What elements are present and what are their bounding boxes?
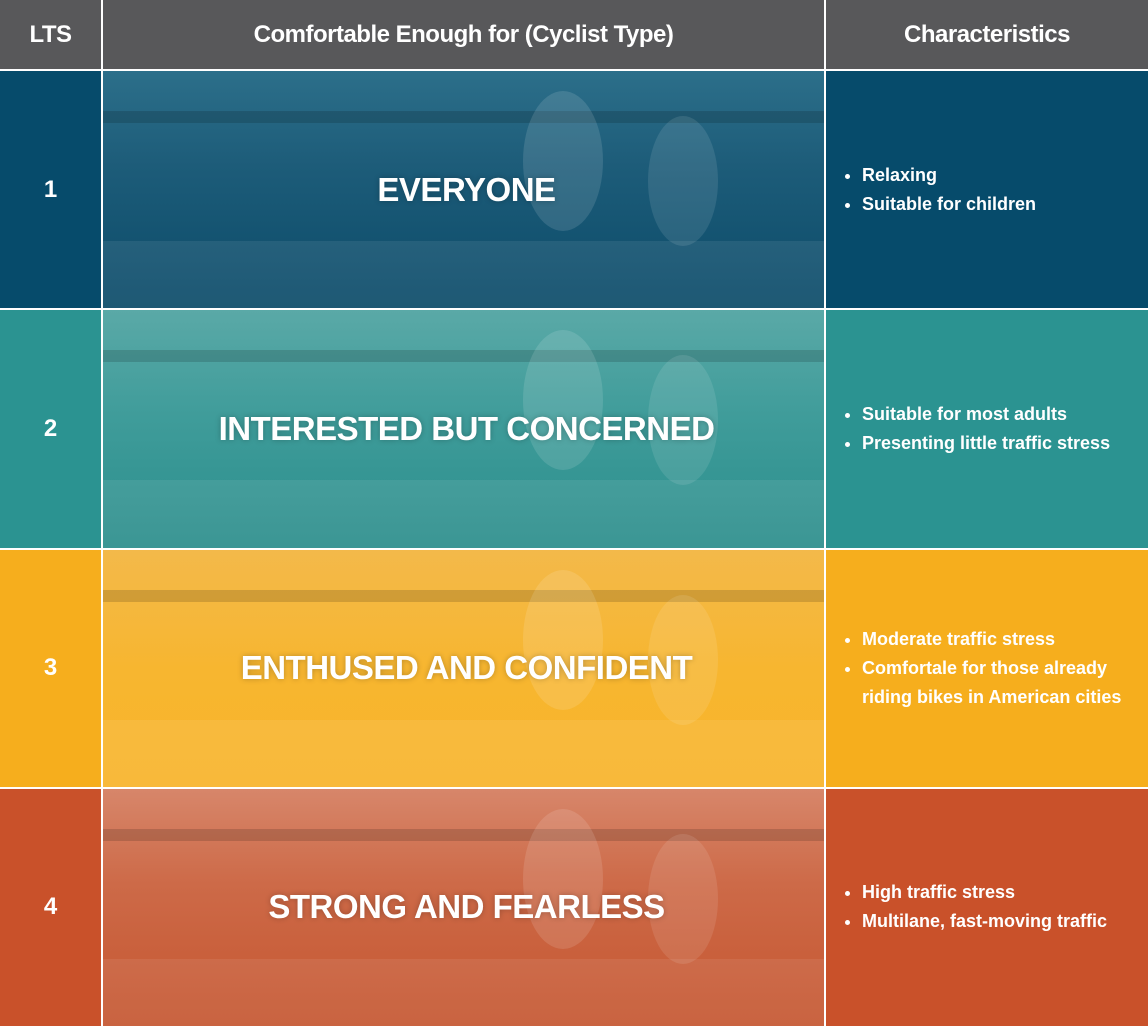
cyclist-type: EVERYONE bbox=[377, 170, 556, 208]
lts-level: 4 bbox=[0, 788, 101, 1026]
cyclist-photo: ENTHUSED AND CONFIDENT bbox=[103, 549, 824, 787]
photo-backdrop bbox=[103, 569, 824, 787]
cyclist-type: STRONG AND FEARLESS bbox=[268, 888, 665, 926]
photo-backdrop bbox=[103, 808, 824, 1026]
cyclist-photo: STRONG AND FEARLESS bbox=[103, 788, 824, 1026]
characteristics-cell: Suitable for most adultsPresenting littl… bbox=[826, 310, 1148, 548]
header-cell: Characteristics bbox=[826, 0, 1148, 69]
characteristic: Suitable for most adults bbox=[862, 400, 1110, 429]
characteristics-list: High traffic stressMultilane, fast-movin… bbox=[840, 878, 1107, 936]
cyclist-photo: EVERYONE bbox=[103, 71, 824, 309]
characteristic: Presenting little traffic stress bbox=[862, 429, 1110, 458]
characteristics-list: RelaxingSuitable for children bbox=[840, 161, 1036, 219]
characteristics-list: Moderate traffic stressComfortale for th… bbox=[840, 625, 1130, 712]
lts-level: 3 bbox=[0, 549, 101, 787]
cyclist-type: ENTHUSED AND CONFIDENT bbox=[240, 649, 693, 687]
header-cell: Comfortable Enough for (Cyclist Type) bbox=[103, 0, 824, 69]
characteristic: High traffic stress bbox=[862, 878, 1107, 907]
photo-backdrop bbox=[103, 91, 824, 309]
characteristics-cell: RelaxingSuitable for children bbox=[826, 71, 1148, 309]
characteristic: Comfortale for those already riding bike… bbox=[862, 654, 1130, 712]
header-cell: LTS bbox=[0, 0, 101, 69]
characteristics-list: Suitable for most adultsPresenting littl… bbox=[840, 400, 1110, 458]
characteristic: Suitable for children bbox=[862, 190, 1036, 219]
characteristics-cell: Moderate traffic stressComfortale for th… bbox=[826, 549, 1148, 787]
cyclist-photo: INTERESTED BUT CONCERNED bbox=[103, 310, 824, 548]
characteristic: Moderate traffic stress bbox=[862, 625, 1130, 654]
photo-backdrop bbox=[103, 330, 824, 548]
characteristics-cell: High traffic stressMultilane, fast-movin… bbox=[826, 788, 1148, 1026]
characteristic: Multilane, fast-moving traffic bbox=[862, 907, 1107, 936]
lts-level: 2 bbox=[0, 310, 101, 548]
lts-level: 1 bbox=[0, 71, 101, 309]
cyclist-type: INTERESTED BUT CONCERNED bbox=[218, 409, 715, 447]
characteristic: Relaxing bbox=[862, 161, 1036, 190]
